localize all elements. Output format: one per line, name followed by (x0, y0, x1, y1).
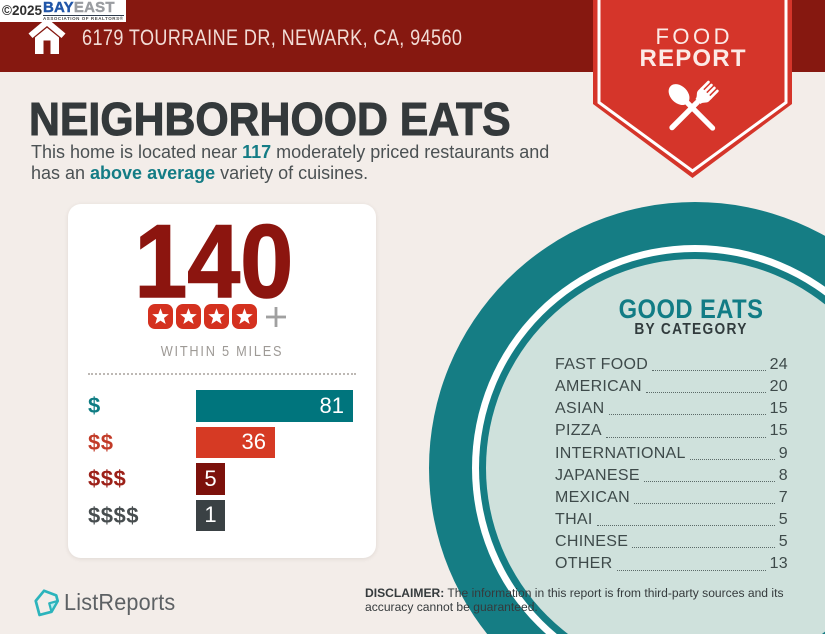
price-bar-value: 81 (319, 392, 344, 418)
category-label: ASIAN (555, 400, 605, 418)
price-bar: 5 (196, 463, 225, 495)
fork-and-spoon-icon (668, 80, 719, 131)
category-label: AMERICAN (555, 378, 642, 396)
category-row: THAI 5 (555, 509, 788, 531)
disclaimer: DISCLAIMER: The information in this repo… (365, 586, 795, 615)
listreports-logo-icon (34, 589, 60, 617)
bayeast-logo: BAYEAST ASSOCIATION OF REALTORS® (42, 0, 124, 22)
watermark-year: ©2025 (2, 3, 42, 18)
category-count: 8 (778, 466, 788, 484)
page-title: NEIGHBORHOOD EATS (29, 93, 512, 146)
category-label: MEXICAN (555, 488, 630, 506)
dot-leader (616, 553, 766, 571)
price-bar: 36 (196, 426, 275, 458)
category-count: 5 (778, 511, 788, 529)
price-level-label: $ (88, 393, 101, 418)
category-count: 9 (778, 444, 788, 462)
ribbon-title-line2: REPORT (639, 45, 747, 72)
category-row: FAST FOOD 24 (555, 354, 788, 376)
category-label: FAST FOOD (555, 356, 649, 373)
intro-count-highlight: 117 (242, 142, 272, 162)
category-count: 7 (778, 488, 788, 506)
star-icon (232, 304, 257, 329)
ribbon-shape (593, 0, 792, 178)
dot-leader (608, 398, 766, 416)
disclaimer-label: DISCLAIMER: (365, 586, 445, 600)
category-count: 15 (769, 422, 788, 440)
dot-leader (652, 354, 766, 372)
category-count: 13 (769, 555, 788, 573)
plus-icon (266, 306, 286, 327)
category-row: PIZZA 15 (555, 420, 788, 442)
category-label: PIZZA (555, 422, 602, 440)
intro-line1-pre: This home is located near (31, 142, 243, 162)
price-level-label: $$$ (88, 466, 127, 491)
dot-leader (605, 420, 766, 438)
food-report-ribbon: FOOD REPORT (593, 0, 792, 178)
price-bar-value: 5 (204, 465, 217, 491)
listreports-brand-name: ListReports (64, 589, 176, 615)
category-label: OTHER (555, 555, 613, 573)
category-row: ASIAN 15 (555, 398, 788, 420)
intro-line2-post: variety of cuisines. (215, 162, 369, 183)
dot-leader (596, 509, 775, 527)
disclaimer-text: The information in this report is from t… (365, 586, 784, 615)
category-label: INTERNATIONAL (555, 444, 686, 462)
category-row: INTERNATIONAL 9 (555, 443, 788, 465)
intro-text: This home is located near 117 moderately… (31, 142, 549, 184)
restaurant-summary-card: 140 WITHIN 5 MILES $81 $$ 36 $$$ 5 $$$$ 1 (68, 204, 376, 558)
bayeast-watermark: ©2025 BAYEAST ASSOCIATION OF REALTORS® (0, 0, 126, 22)
dotted-divider (88, 373, 356, 375)
dot-leader (689, 443, 775, 460)
star-icon (176, 304, 201, 329)
category-count: 24 (769, 356, 788, 373)
price-bar: 81 (196, 390, 353, 422)
good-eats-subtitle: BY CATEGORY (634, 321, 748, 338)
ribbon-title-line1: FOOD (655, 24, 734, 49)
bayeast-logo-subtext: ASSOCIATION OF REALTORS® (42, 16, 124, 21)
dot-leader (645, 376, 766, 394)
category-count: 5 (778, 533, 788, 551)
home-icon (28, 18, 66, 54)
intro-line2-pre: has an (31, 162, 91, 183)
price-bar: 1 (196, 499, 225, 531)
category-list: FAST FOOD 24 AMERICAN 20 ASIAN 15 PIZZA 15 INTER… (555, 354, 788, 576)
category-count: 20 (769, 378, 788, 396)
intro-line1-post: moderately priced restaurants and (271, 142, 550, 162)
price-level-label: $$$$ (88, 502, 139, 528)
price-bar-row: $$$$ 1 (88, 499, 356, 531)
bayeast-logo-bay: BAY (42, 0, 74, 16)
price-bar-value: 1 (204, 502, 217, 528)
radius-note: WITHIN 5 MILES (160, 344, 284, 360)
star-icon (148, 304, 173, 329)
property-address: 6179 TOURRAINE DR, NEWARK, CA, 94560 (82, 25, 463, 50)
good-eats-title: GOOD EATS (618, 294, 764, 324)
dot-leader (643, 465, 775, 482)
category-row: AMERICAN 20 (555, 376, 788, 398)
category-label: JAPANESE (555, 466, 640, 484)
category-row: OTHER 13 (555, 553, 788, 575)
category-label: THAI (555, 511, 593, 529)
price-bars-chart: $81 $$ 36 $$$ 5 $$$$ 1 (88, 390, 356, 536)
category-row: MEXICAN 7 (555, 487, 788, 509)
price-bar-row: $$ 36 (88, 426, 356, 458)
category-count: 15 (769, 400, 788, 418)
star-icon (204, 304, 229, 329)
category-row: CHINESE 5 (555, 531, 788, 553)
price-bar-row: $$$ 5 (88, 463, 356, 495)
dot-leader (634, 487, 775, 505)
price-level-label: $$ (88, 429, 114, 455)
price-bar-value: 36 (241, 429, 266, 455)
dot-leader (632, 531, 775, 549)
category-row: JAPANESE 8 (555, 465, 788, 487)
restaurant-count: 140 (134, 204, 294, 320)
intro-variety-highlight: above average (90, 162, 216, 183)
category-label: CHINESE (555, 533, 629, 551)
bayeast-logo-east: EAST (73, 0, 115, 16)
star-rating (63, 304, 371, 329)
price-bar-row: $81 (88, 390, 356, 422)
